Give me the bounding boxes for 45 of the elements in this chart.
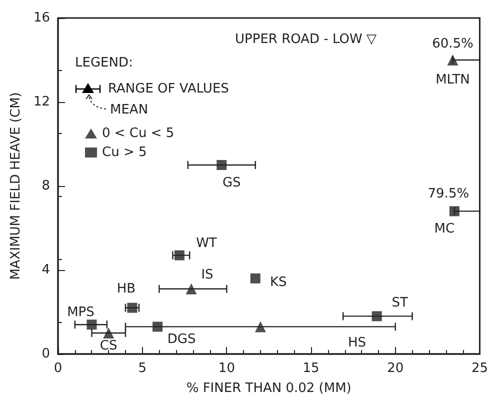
text: UPPER ROAD - LOW ▽ <box>235 32 376 47</box>
y-tick-label: 8 <box>42 178 50 194</box>
x-tick-label: 25 <box>471 361 488 376</box>
y-tick-label: 16 <box>33 10 50 26</box>
annotation: ST <box>392 296 408 311</box>
annotation: MEAN <box>110 102 148 118</box>
annotation: MLTN <box>436 72 470 88</box>
annotation: 60.5% <box>432 36 474 52</box>
x-tick-label: 0 <box>54 361 62 376</box>
legend-label: 0 < Cu < 5 <box>102 126 174 141</box>
x-tick-label: 10 <box>218 361 235 376</box>
point <box>254 321 266 332</box>
point <box>186 283 197 294</box>
point <box>449 206 460 216</box>
y-tick-label: 4 <box>42 262 50 278</box>
annotation: 79.5% <box>428 186 470 202</box>
point <box>127 302 138 313</box>
x-tick-label: 20 <box>387 361 404 376</box>
y-tick-label: 0 <box>42 346 50 362</box>
annotation: HB <box>116 281 136 296</box>
point <box>216 160 227 170</box>
legend-label: Cu > 5 <box>102 145 147 160</box>
annotation: RANGE OF VALUES <box>108 82 229 96</box>
annotation: GS <box>222 176 241 190</box>
y-tick-label: 12 <box>33 94 50 110</box>
annotation: IS <box>201 267 214 282</box>
point <box>86 320 97 330</box>
point <box>174 250 184 260</box>
point <box>103 328 114 338</box>
annotation: MC <box>434 222 455 237</box>
annotation: HS <box>348 336 366 350</box>
point <box>152 322 163 332</box>
annotation: MPS <box>67 305 94 320</box>
annotation: CS <box>100 338 118 354</box>
legend-title: LEGEND: <box>75 56 133 70</box>
annotation: DGS <box>167 332 196 348</box>
annotation: WT <box>196 236 217 251</box>
x-tick-label: 5 <box>138 361 146 376</box>
annotation: KS <box>270 274 287 290</box>
y-axis-title: MAXIMUM FIELD HEAVE (CM) <box>8 92 24 280</box>
x-tick-label: 15 <box>302 361 320 376</box>
point <box>447 54 458 66</box>
x-axis-title: % FINER THAN 0.02 (MM) <box>186 381 352 396</box>
point <box>372 311 382 322</box>
point <box>250 273 260 284</box>
